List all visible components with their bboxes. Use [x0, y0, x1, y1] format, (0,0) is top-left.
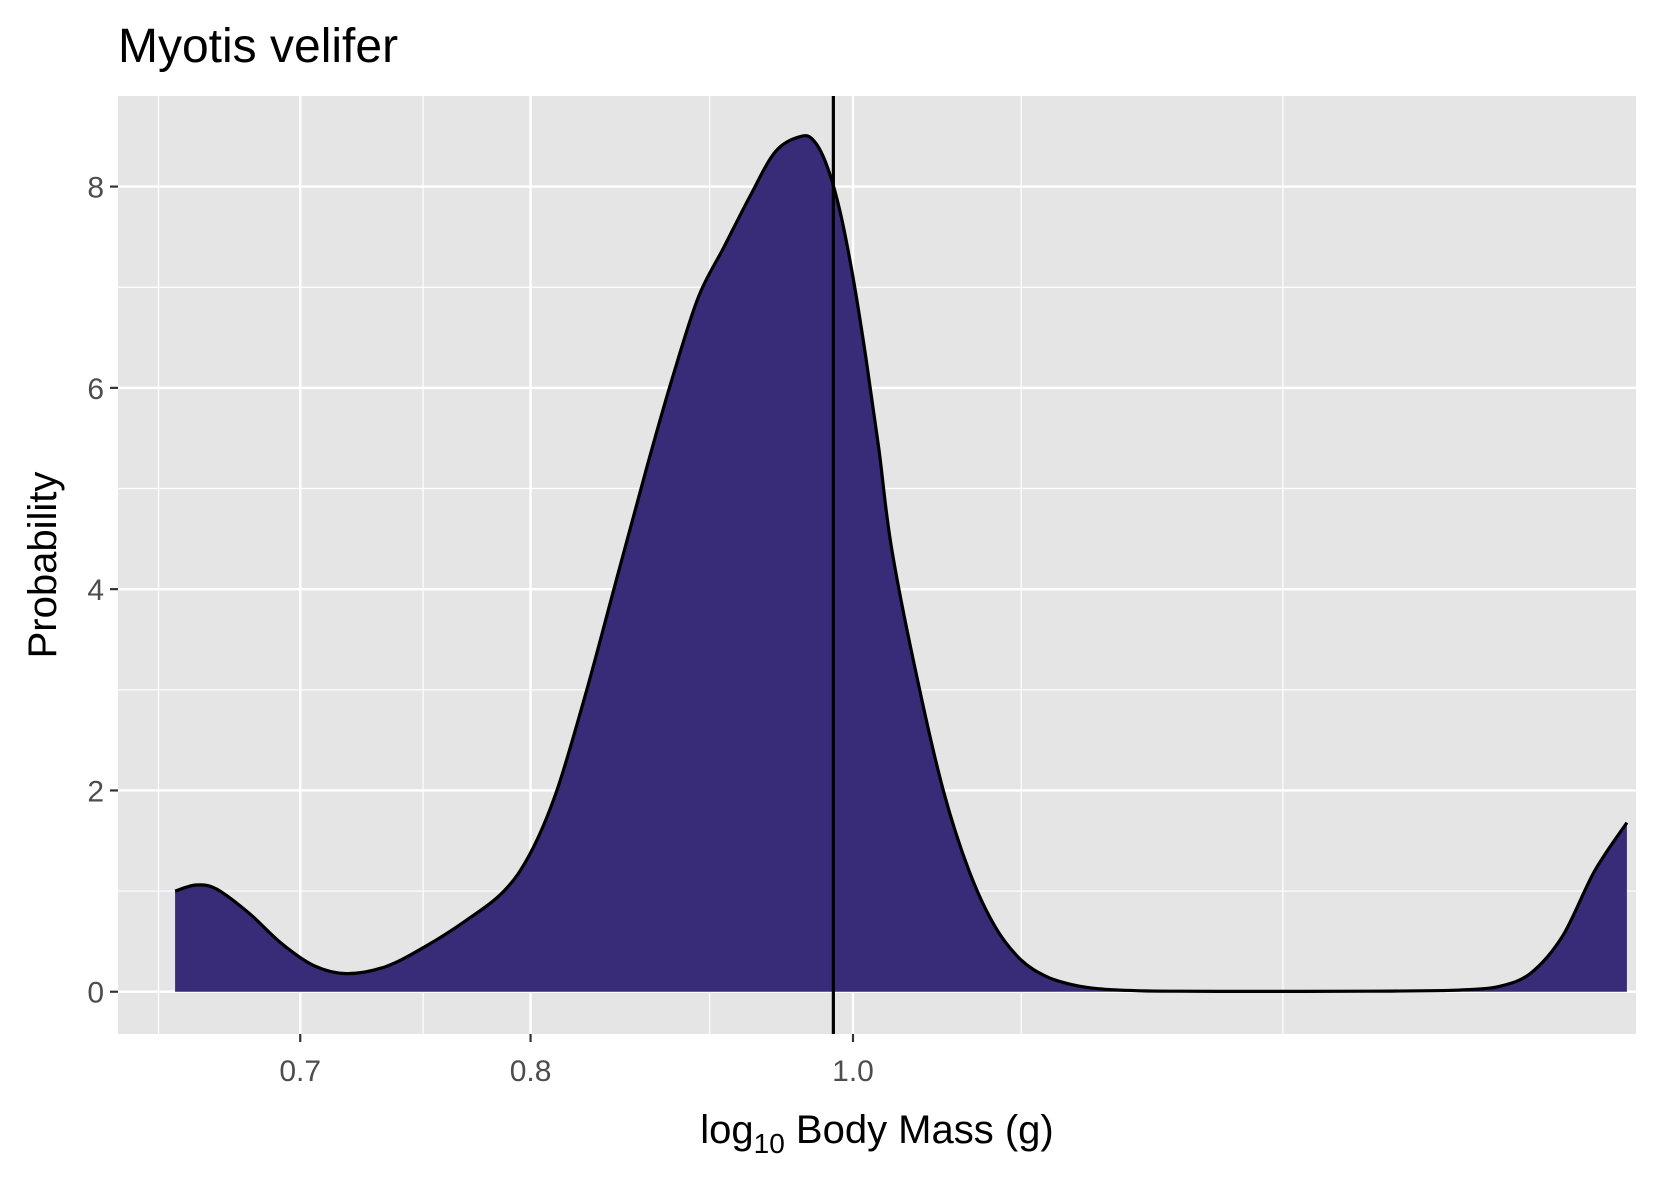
y-tick-label: 0 [87, 977, 104, 1010]
y-axis-title: Probability [21, 472, 65, 659]
x-axis-title-subscript: 10 [754, 1128, 785, 1159]
y-axis-ticks: 0 2 4 6 8 [87, 172, 118, 1010]
y-tick-label: 4 [87, 574, 104, 607]
x-axis-ticks: 0.7 0.8 1.0 [279, 1034, 874, 1088]
chart-title: Myotis velifer [118, 20, 398, 73]
y-tick-label: 2 [87, 775, 104, 808]
y-tick-label: 6 [87, 373, 104, 406]
y-tick-label: 8 [87, 172, 104, 205]
x-axis-title: log10 Body Mass (g) [700, 1108, 1054, 1159]
x-axis-title-prefix: log [700, 1108, 753, 1152]
x-tick-label: 1.0 [832, 1055, 874, 1088]
density-curve [174, 134, 1629, 994]
x-tick-label: 0.8 [510, 1055, 552, 1088]
x-tick-label: 0.7 [279, 1055, 321, 1088]
density-area [175, 135, 1627, 992]
x-axis-title-suffix: Body Mass (g) [785, 1108, 1054, 1152]
